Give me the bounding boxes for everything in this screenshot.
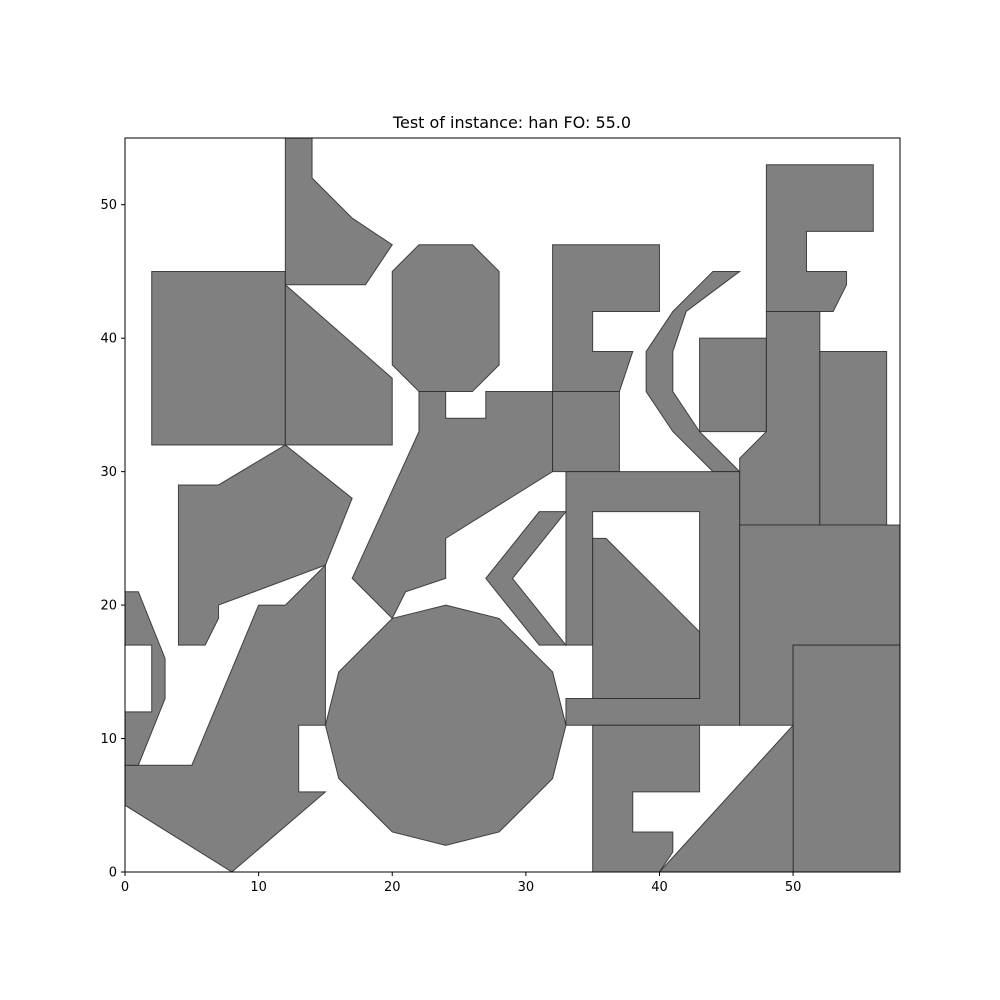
polygon-dodecagon — [324, 604, 567, 846]
polygon-small-square — [552, 391, 620, 473]
x-axis: 0 10 20 30 40 50 — [121, 872, 802, 895]
polygon-edge-bracket — [124, 591, 166, 766]
plot-area — [124, 137, 901, 873]
x-tick-label: 0 — [121, 880, 129, 895]
y-tick-label: 40 — [100, 332, 117, 347]
x-tick-label: 40 — [651, 880, 668, 895]
x-tick-label: 20 — [384, 880, 401, 895]
y-axis: 0 10 20 30 40 50 — [100, 198, 125, 881]
y-tick-label: 10 — [100, 732, 117, 747]
polygon-boot-top — [284, 137, 393, 286]
y-tick-label: 20 — [100, 599, 117, 614]
polygon-square-left — [151, 270, 286, 446]
polygon-octagon-top — [391, 244, 500, 393]
x-tick-label: 10 — [250, 880, 267, 895]
axes-frame — [124, 137, 901, 873]
polygon-column-right — [819, 351, 888, 526]
y-tick-label: 50 — [100, 198, 117, 213]
polygon-trapezoid-upper — [284, 283, 393, 446]
polygon-pentagon-left — [177, 444, 353, 646]
polygon-triangle-inner — [592, 537, 701, 700]
x-tick-label: 30 — [518, 880, 535, 895]
y-tick-label: 0 — [109, 866, 117, 881]
polygon-square-bottom-right — [792, 644, 901, 873]
x-tick-label: 50 — [785, 880, 802, 895]
chart-title: Test of instance: han FO: 55.0 — [392, 113, 631, 132]
y-tick-label: 30 — [100, 465, 117, 480]
polygon-bracket-top — [552, 244, 660, 393]
polygon-top-right-bracket — [765, 164, 874, 312]
axes-border — [124, 137, 901, 873]
polygon-slanted-piece — [351, 391, 554, 620]
polygon-right-square — [699, 337, 767, 433]
